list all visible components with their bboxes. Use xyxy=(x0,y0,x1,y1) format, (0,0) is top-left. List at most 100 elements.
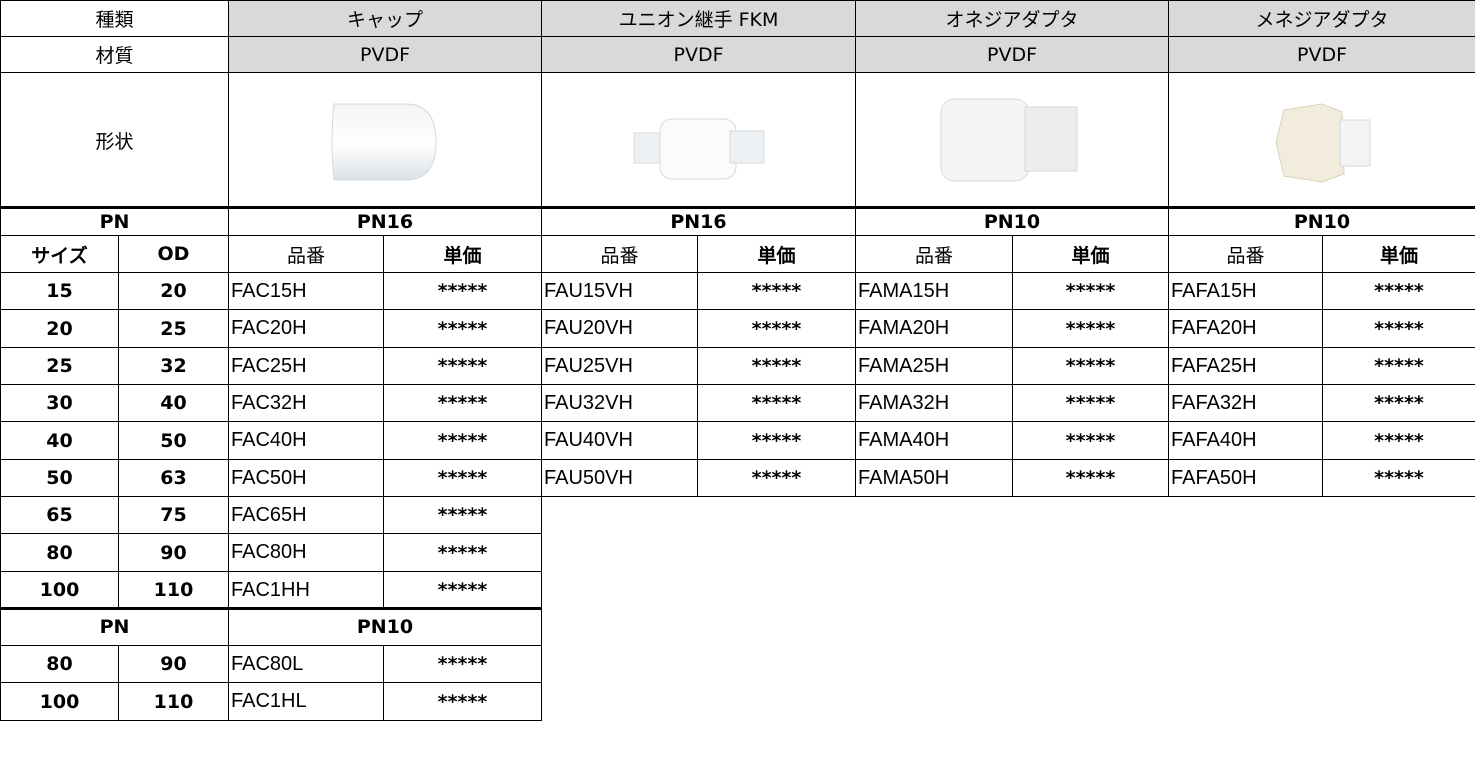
od: 110 xyxy=(118,571,229,609)
price-label: 単価 xyxy=(1322,235,1475,273)
size: 20 xyxy=(0,309,119,348)
size: 100 xyxy=(0,571,119,609)
product-code: FAMA50H xyxy=(855,459,1013,497)
price: ***** xyxy=(1322,421,1475,460)
product-code: FAU50VH xyxy=(541,459,698,497)
male-adapter-image xyxy=(940,98,1078,182)
product-image-cell xyxy=(228,72,542,208)
od: 90 xyxy=(118,645,229,683)
product-code: FAC25H xyxy=(228,347,384,385)
product-code: FAFA32H xyxy=(1168,384,1323,422)
size: 100 xyxy=(0,682,119,721)
product-code: FAFA15H xyxy=(1168,272,1323,310)
product-code: FAC40H xyxy=(228,421,384,460)
cap-image xyxy=(331,103,437,181)
product-code: FAC65H xyxy=(228,496,384,534)
price-label: 単価 xyxy=(697,235,856,273)
pn-value: PN10 xyxy=(1168,207,1475,236)
code-label: 品番 xyxy=(1168,235,1323,273)
product-name: オネジアダプタ xyxy=(855,0,1169,37)
female-adapter-image xyxy=(1275,103,1371,183)
price: ***** xyxy=(1012,347,1169,385)
price: ***** xyxy=(383,347,542,385)
pn-value: PN16 xyxy=(228,207,542,236)
price: ***** xyxy=(697,459,856,497)
product-code: FAFA20H xyxy=(1168,309,1323,348)
price: ***** xyxy=(383,384,542,422)
price: ***** xyxy=(383,645,542,683)
product-code: FAC32H xyxy=(228,384,384,422)
price: ***** xyxy=(697,272,856,310)
product-code: FAC80H xyxy=(228,533,384,572)
product-code: FAMA25H xyxy=(855,347,1013,385)
price: ***** xyxy=(1012,272,1169,310)
od: 110 xyxy=(118,682,229,721)
product-name: キャップ xyxy=(228,0,542,37)
product-code: FAC80L xyxy=(228,645,384,683)
product-code: FAFA25H xyxy=(1168,347,1323,385)
price: ***** xyxy=(383,533,542,572)
product-image-cell xyxy=(855,72,1169,208)
od: 90 xyxy=(118,533,229,572)
shape-label: 形状 xyxy=(0,72,229,208)
code-label: 品番 xyxy=(855,235,1013,273)
price: ***** xyxy=(383,571,542,609)
price: ***** xyxy=(383,682,542,721)
pn-label: PN xyxy=(0,207,229,236)
product-code: FAC1HH xyxy=(228,571,384,609)
product-code: FAU25VH xyxy=(541,347,698,385)
code-label: 品番 xyxy=(228,235,384,273)
size: 25 xyxy=(0,347,119,385)
product-code: FAC20H xyxy=(228,309,384,348)
product-code: FAC15H xyxy=(228,272,384,310)
pn-label: PN xyxy=(0,608,229,646)
product-image-cell xyxy=(1168,72,1475,208)
product-code: FAMA40H xyxy=(855,421,1013,460)
size: 65 xyxy=(0,496,119,534)
price: ***** xyxy=(383,272,542,310)
product-material: PVDF xyxy=(228,36,542,73)
price: ***** xyxy=(383,459,542,497)
price-label: 単価 xyxy=(1012,235,1169,273)
price: ***** xyxy=(383,421,542,460)
size: 50 xyxy=(0,459,119,497)
od: 40 xyxy=(118,384,229,422)
union-image xyxy=(633,118,765,180)
pn-value: PN10 xyxy=(228,608,542,646)
code-label: 品番 xyxy=(541,235,698,273)
product-code: FAU20VH xyxy=(541,309,698,348)
size: 30 xyxy=(0,384,119,422)
product-material: PVDF xyxy=(855,36,1169,73)
material-label: 材質 xyxy=(0,36,229,73)
price: ***** xyxy=(1012,309,1169,348)
price: ***** xyxy=(1322,384,1475,422)
product-image-cell xyxy=(541,72,856,208)
product-code: FAMA20H xyxy=(855,309,1013,348)
size: 40 xyxy=(0,421,119,460)
size: 80 xyxy=(0,533,119,572)
product-name: メネジアダプタ xyxy=(1168,0,1475,37)
od: 63 xyxy=(118,459,229,497)
product-material: PVDF xyxy=(541,36,856,73)
product-code: FAC1HL xyxy=(228,682,384,721)
price: ***** xyxy=(383,496,542,534)
product-code: FAU15VH xyxy=(541,272,698,310)
price: ***** xyxy=(1322,347,1475,385)
pn-value: PN16 xyxy=(541,207,856,236)
price: ***** xyxy=(1322,459,1475,497)
price: ***** xyxy=(1012,421,1169,460)
price: ***** xyxy=(1012,459,1169,497)
price: ***** xyxy=(383,309,542,348)
product-material: PVDF xyxy=(1168,36,1475,73)
od: 25 xyxy=(118,309,229,348)
price: ***** xyxy=(697,309,856,348)
od: 50 xyxy=(118,421,229,460)
od: 75 xyxy=(118,496,229,534)
product-code: FAMA15H xyxy=(855,272,1013,310)
size: 15 xyxy=(0,272,119,310)
od-label: OD xyxy=(118,235,229,273)
product-code: FAC50H xyxy=(228,459,384,497)
price-label: 単価 xyxy=(383,235,542,273)
price: ***** xyxy=(697,384,856,422)
